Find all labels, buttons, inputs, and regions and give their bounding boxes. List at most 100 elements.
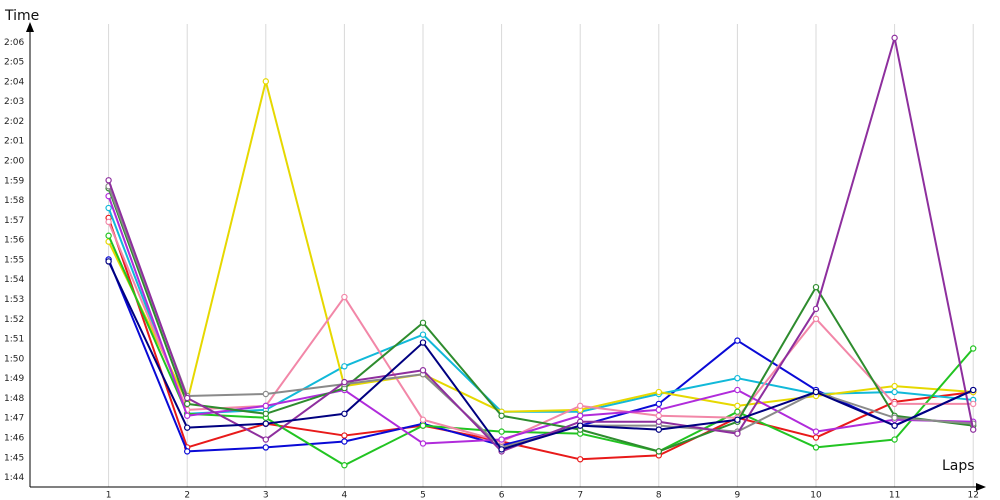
data-point [812, 434, 820, 441]
data-point [577, 422, 584, 429]
y-tick-label: 1:47 [4, 414, 24, 424]
data-point [341, 293, 348, 301]
series-10 [105, 34, 977, 455]
data-point [734, 374, 741, 382]
y-tick-label: 1:54 [4, 275, 24, 285]
data-point [183, 400, 191, 408]
data-point [341, 378, 348, 386]
y-tick-label: 2:03 [4, 97, 24, 107]
data-point [498, 436, 505, 443]
data-point [419, 422, 427, 429]
data-point [577, 456, 584, 463]
x-tick-label: 1 [106, 491, 112, 500]
y-tick-label: 1:59 [4, 176, 24, 186]
data-point [341, 410, 348, 417]
data-point [970, 400, 977, 408]
axes: Time Laps [4, 8, 986, 491]
data-point [341, 438, 348, 445]
data-point [891, 388, 898, 396]
data-point [734, 408, 741, 416]
y-tick-label: 1:56 [4, 236, 24, 246]
y-tick-labels: 1:44 1:45 1:46 1:47 1:48 1:49 1:50 1:51 1:52 1:53… [4, 38, 24, 483]
y-tick-label: 2:06 [4, 38, 24, 48]
data-point [262, 78, 269, 85]
x-tick-label: 7 [577, 491, 583, 500]
series-4 [105, 78, 977, 416]
data-point [812, 315, 820, 323]
data-point [105, 232, 112, 239]
data-point [262, 390, 269, 398]
y-tick-label: 2:01 [4, 137, 24, 147]
data-point [341, 462, 348, 469]
y-tick-label: 1:46 [4, 434, 24, 444]
data-point [970, 426, 977, 433]
y-tick-label: 1:49 [4, 374, 24, 384]
data-point [970, 345, 977, 352]
series-line [107, 187, 974, 453]
data-point [183, 448, 191, 455]
series [105, 34, 977, 469]
series-line [107, 195, 974, 445]
series-line [107, 235, 974, 467]
data-point [183, 394, 191, 402]
y-tick-label: 2:05 [4, 58, 24, 68]
data-point [812, 428, 820, 435]
y-tick-label: 1:53 [4, 295, 24, 305]
data-point [105, 258, 112, 265]
x-axis-arrow [976, 483, 986, 491]
data-point [734, 386, 741, 394]
data-point [105, 177, 112, 184]
data-point [419, 319, 427, 326]
x-tick-label: 12 [967, 491, 978, 500]
data-point [262, 436, 269, 443]
data-point [341, 432, 348, 439]
y-tick-label: 1:52 [4, 315, 24, 325]
y-axis-title: Time [4, 8, 39, 24]
data-point [812, 283, 820, 291]
data-point [655, 388, 663, 396]
y-tick-label: 1:48 [4, 394, 24, 404]
data-point [734, 402, 741, 410]
x-tick-label: 11 [889, 491, 900, 500]
data-point [812, 305, 820, 313]
data-point [970, 386, 977, 394]
y-tick-label: 1:57 [4, 216, 24, 226]
data-point [891, 422, 898, 429]
x-tick-label: 4 [342, 491, 348, 500]
data-point [341, 363, 348, 370]
y-tick-label: 1:45 [4, 453, 24, 463]
x-tick-label: 6 [499, 491, 505, 500]
data-point [262, 420, 269, 427]
x-tick-label: 8 [656, 491, 662, 500]
y-tick-label: 2:00 [4, 157, 24, 167]
y-tick-label: 1:58 [4, 196, 24, 206]
data-point [419, 339, 427, 346]
data-point [577, 412, 584, 419]
data-point [655, 406, 663, 414]
y-axis-arrow [26, 22, 34, 32]
data-point [891, 34, 898, 42]
data-point [891, 436, 898, 443]
data-point [419, 331, 427, 338]
data-point [891, 400, 898, 408]
x-tick-labels: 1 2 3 4 5 6 7 8 9 10 11 12 [106, 491, 979, 500]
series-line [107, 261, 974, 451]
y-tick-label: 1:55 [4, 255, 24, 265]
y-tick-label: 2:02 [4, 117, 24, 127]
data-point [262, 410, 269, 417]
series-3 [105, 204, 977, 417]
data-point [655, 448, 663, 455]
data-point [655, 426, 663, 433]
data-point [498, 428, 505, 435]
x-tick-label: 10 [810, 491, 822, 500]
data-point [183, 424, 191, 431]
series-5 [105, 232, 977, 469]
data-point [419, 440, 427, 447]
x-tick-label: 5 [420, 491, 426, 500]
y-tick-label: 2:04 [4, 77, 24, 87]
data-point [498, 412, 505, 419]
x-tick-label: 9 [735, 491, 741, 500]
data-point [655, 400, 663, 408]
x-tick-label: 3 [263, 491, 269, 500]
